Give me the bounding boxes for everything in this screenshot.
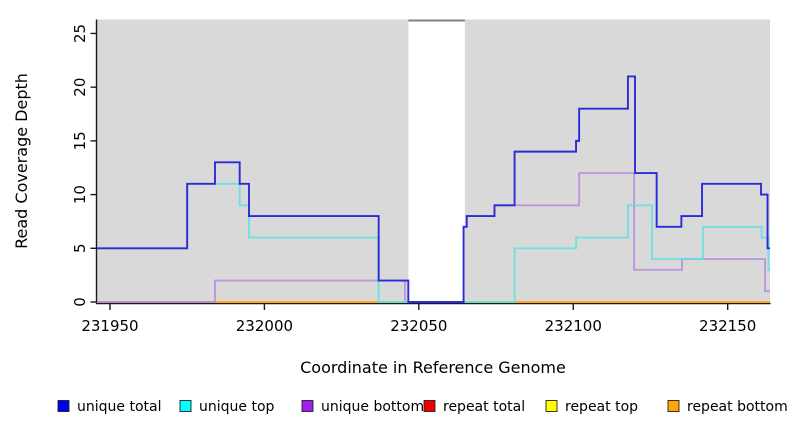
series-line-unique-top bbox=[97, 182, 770, 303]
legend-label: repeat top bbox=[565, 399, 638, 415]
no-data-gap-band bbox=[408, 19, 465, 304]
legend-item-unique-top: unique top bbox=[179, 399, 275, 415]
legend-label: unique top bbox=[199, 399, 275, 415]
axes: 0 5 10 15 20 25 231950 232000 232050 232100 232150 bbox=[71, 19, 771, 335]
legend-label: unique bottom bbox=[321, 399, 424, 415]
legend-swatch bbox=[179, 400, 192, 412]
x-tick-label: 232050 bbox=[390, 317, 447, 335]
legend-item-unique-bottom: unique bottom bbox=[301, 399, 424, 415]
plot-background bbox=[97, 19, 770, 304]
x-tick-label: 232000 bbox=[236, 317, 293, 335]
legend-label: repeat total bbox=[443, 399, 525, 415]
x-tick-label: 232100 bbox=[545, 317, 602, 335]
legend-label: repeat bottom bbox=[687, 399, 788, 415]
y-tick-label: 0 bbox=[71, 297, 89, 307]
legend-swatch bbox=[301, 400, 314, 412]
y-axis-title: Read Coverage Depth bbox=[12, 73, 31, 249]
coverage-series-lines bbox=[97, 75, 770, 303]
legend-label: unique total bbox=[77, 399, 161, 415]
y-tick-label: 10 bbox=[71, 185, 89, 204]
x-axis-title: Coordinate in Reference Genome bbox=[300, 358, 566, 377]
legend-item-unique-total: unique total bbox=[57, 399, 161, 415]
legend-item-repeat-top: repeat top bbox=[545, 399, 638, 415]
x-tick-label: 231950 bbox=[81, 317, 138, 335]
y-tick-label: 5 bbox=[71, 244, 89, 254]
x-tick-label: 232150 bbox=[699, 317, 756, 335]
legend-swatch bbox=[57, 400, 70, 412]
y-tick-label: 20 bbox=[71, 78, 89, 97]
series-line-unique-total bbox=[97, 75, 770, 303]
legend-swatch bbox=[667, 400, 680, 412]
legend-swatch bbox=[423, 400, 436, 412]
y-tick-label: 25 bbox=[71, 24, 89, 43]
legend-item-repeat-total: repeat total bbox=[423, 399, 525, 415]
legend-item-repeat-bottom: repeat bottom bbox=[667, 399, 788, 415]
y-tick-label: 15 bbox=[71, 131, 89, 150]
legend-swatch bbox=[545, 400, 558, 412]
legend: unique total unique top unique bottom repea… bbox=[57, 399, 788, 415]
